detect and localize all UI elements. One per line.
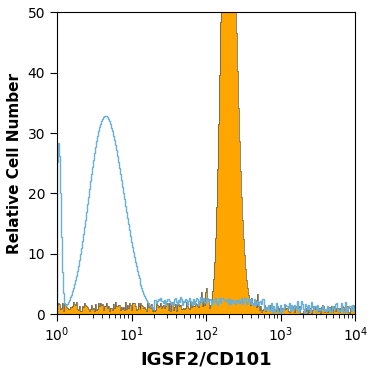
Y-axis label: Relative Cell Number: Relative Cell Number [7,73,22,254]
X-axis label: IGSF2/CD101: IGSF2/CD101 [140,350,272,368]
